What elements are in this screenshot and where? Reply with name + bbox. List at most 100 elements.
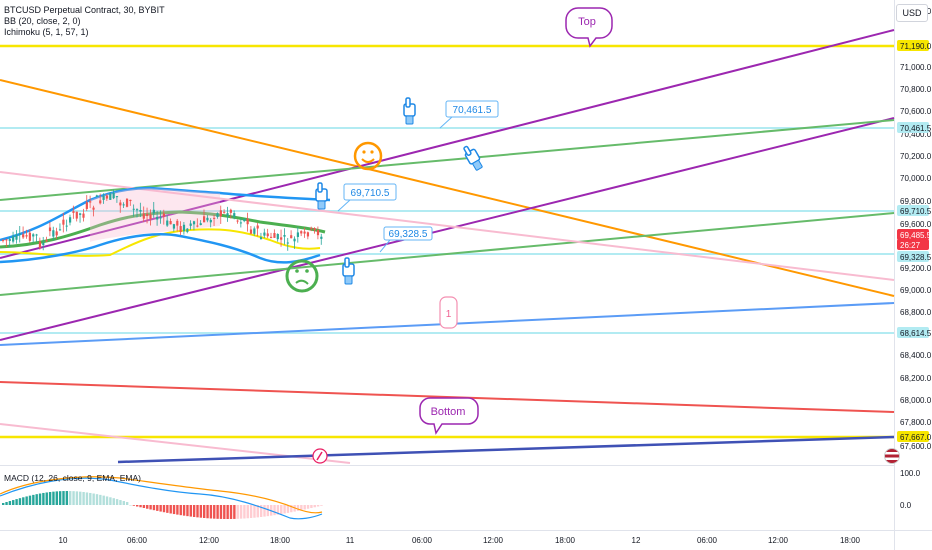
price-badge: 67,667.0 [897, 431, 932, 442]
number-callout[interactable]: 1 [439, 296, 458, 329]
macd-bar [42, 492, 45, 505]
macd-bar [159, 505, 162, 512]
price-tick-label: 67,800.0 [900, 418, 932, 427]
macd-bar [149, 505, 152, 510]
smiley-icon[interactable] [353, 141, 383, 171]
candle [132, 204, 135, 217]
candle [72, 205, 75, 219]
time-tick-label: 12:00 [483, 536, 504, 545]
chart-legend[interactable]: BTCUSD Perpetual Contract, 30, BYBIT BB … [4, 5, 165, 38]
candle [99, 193, 102, 205]
price-note-69710[interactable]: 69,710.5 [337, 183, 397, 212]
macd-bar [320, 505, 323, 506]
time-scale[interactable]: 10 06:00 12:00 18:00 11 06:00 12:00 18:00 12 06:0… [59, 536, 861, 545]
macd-bar [273, 505, 276, 516]
price-note-69328[interactable]: 69,328.5 [379, 226, 433, 253]
price-tick-label: 70,800.0 [900, 85, 932, 94]
macd-bar [95, 494, 99, 505]
svg-text:67,667.0: 67,667.0 [900, 433, 932, 442]
macd-bar [219, 505, 223, 519]
candle [125, 198, 129, 208]
candle [38, 237, 42, 250]
macd-bar [65, 491, 69, 505]
price-note-70461[interactable]: 70,461.5 [439, 100, 499, 129]
trend-lines[interactable] [0, 29, 895, 464]
candle [69, 214, 72, 226]
macd-scale: 100.0 0.0 [900, 469, 921, 510]
price-tick-label: 67,600.0 [900, 442, 932, 451]
time-tick-label: 11 [346, 536, 355, 545]
ichimoku-indicator-label[interactable]: Ichimoku (5, 1, 57, 1) [4, 27, 89, 37]
candle [149, 209, 152, 226]
macd-bar [172, 505, 176, 515]
macd-bar [253, 505, 256, 518]
macd-bar [15, 499, 18, 505]
candle [169, 218, 172, 225]
macd-bar [276, 505, 280, 515]
candle [280, 229, 283, 247]
candle [8, 236, 11, 248]
candle [139, 202, 142, 218]
candle [263, 228, 266, 239]
candle [223, 209, 226, 214]
currency-button[interactable]: USD [896, 4, 928, 22]
time-tick-label: 18:00 [270, 536, 291, 545]
bb-indicator-label[interactable]: BB (20, close, 2, 0) [4, 16, 81, 26]
macd-bar [213, 505, 216, 519]
pointing-hand-icon[interactable] [342, 257, 355, 285]
candle [5, 238, 8, 248]
svg-text:26:27: 26:27 [900, 241, 921, 250]
macd-indicator-label[interactable]: MACD (12, 26, close, 9, EMA, EMA) [4, 473, 141, 483]
pointing-hand-icon[interactable] [462, 144, 485, 172]
price-badge: 69,328.5 [897, 251, 932, 262]
macd-bar [239, 505, 243, 519]
price-badge: 69,485.5 [897, 229, 932, 240]
macd-tick-label: 100.0 [900, 469, 921, 478]
macd-bar [300, 505, 303, 511]
macd-bar [243, 505, 246, 519]
macd-bar [45, 492, 48, 505]
candle [52, 226, 55, 241]
macd-bar [283, 505, 286, 514]
pencil-marker-icon[interactable] [312, 448, 328, 464]
macd-bar [12, 500, 15, 505]
macd-tick-label: 0.0 [900, 501, 912, 510]
candle [129, 199, 132, 206]
macd-bar [306, 505, 310, 509]
pointing-hand-icon[interactable] [315, 182, 328, 210]
candle [283, 228, 286, 245]
bottom-callout[interactable]: Bottom [419, 397, 479, 435]
macd-histogram [2, 491, 323, 519]
macd-bar [206, 505, 209, 519]
confused-face-icon[interactable] [285, 259, 319, 293]
macd-bar [32, 494, 35, 505]
macd-bar [79, 491, 82, 505]
macd-bar [75, 491, 79, 505]
macd-bar [196, 505, 199, 518]
macd-bar [55, 491, 58, 505]
candle [276, 233, 279, 242]
candle [58, 223, 62, 231]
macd-lines [0, 476, 323, 520]
candle [300, 230, 303, 237]
top-callout[interactable]: Top [565, 7, 613, 48]
candle [35, 233, 38, 242]
candle [316, 226, 320, 240]
pointing-hand-icon[interactable] [403, 97, 416, 125]
time-tick-label: 06:00 [127, 536, 148, 545]
macd-bar [199, 505, 203, 518]
macd-bar [38, 493, 42, 505]
candle [166, 215, 169, 227]
price-badge: 70,461.5 [897, 122, 932, 133]
macd-bar [249, 505, 253, 519]
svg-text:69,328.5: 69,328.5 [900, 253, 932, 262]
macd-bar [109, 497, 112, 505]
macd-bar [132, 505, 136, 506]
macd-bar [152, 505, 156, 511]
time-tick-label: 10 [59, 536, 68, 545]
macd-bar [189, 505, 192, 517]
macd-bar [316, 505, 320, 507]
price-note-label: 69,710.5 [351, 188, 390, 199]
candle [310, 226, 313, 232]
